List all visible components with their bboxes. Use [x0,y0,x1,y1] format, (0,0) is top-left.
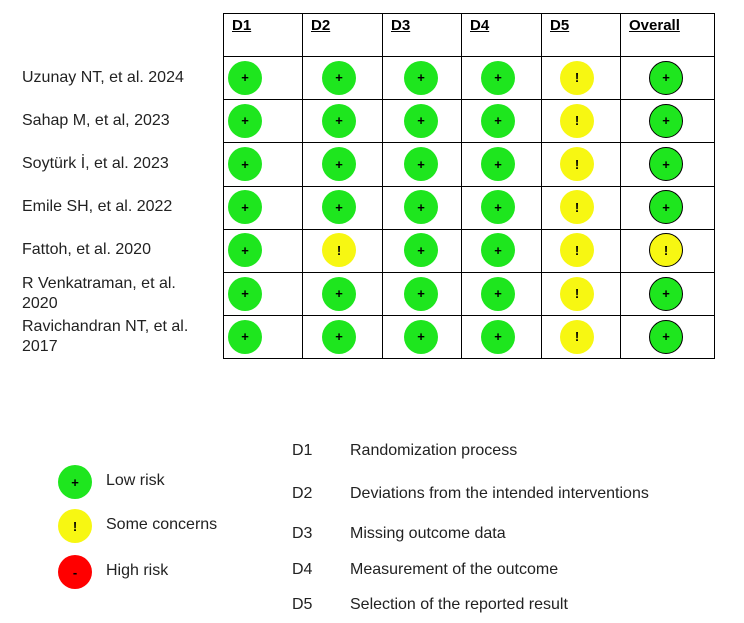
judgement-dot: + [404,190,438,225]
legend-label: High risk [106,562,169,579]
study-label: Fattoh, et al. 2020 [22,241,151,259]
judgement-dot: + [322,147,356,181]
judgement-dot: + [322,319,356,354]
judgement-dot: + [481,147,515,181]
judgement-dot: ! [649,233,683,268]
judgement-dot: + [481,60,515,95]
judgement-dot: + [649,103,683,138]
domain-description: Randomization process [350,442,518,459]
column-header: D1 [232,17,252,34]
study-label: Uzunay NT, et al. 2024 [22,68,184,86]
judgement-dot: + [228,319,262,354]
legend-label: Some concerns [106,516,218,533]
judgement-dot: + [404,60,438,95]
study-label: Soytürk İ, et al. 2023 [22,154,169,172]
judgement-dot: + [228,103,262,138]
judgement-dot: ! [560,276,594,311]
judgement-dot: + [404,147,438,181]
judgement-dot: + [649,60,683,95]
domain-description: Missing outcome data [350,525,506,542]
judgement-dot: + [322,103,356,138]
domain-code: D2 [292,485,313,502]
judgement-dot: + [649,276,683,311]
domain-description: Selection of the reported result [350,596,568,613]
judgement-dot: + [481,103,515,138]
domain-description: Deviations from the intended interventio… [350,485,649,502]
domain-description: Measurement of the outcome [350,561,559,578]
domain-code: D5 [292,596,313,613]
column-header: Overall [629,17,680,34]
judgement-dot: + [404,276,438,311]
study-label: Ravichandran NT, et al. 2017 [22,317,189,355]
judgement-dot: ! [560,233,594,268]
study-label: Emile SH, et al. 2022 [22,198,173,216]
judgement-dot: ! [560,103,594,138]
judgement-dot: + [228,276,262,311]
judgement-dot: + [649,147,683,181]
judgement-dot: + [228,233,262,268]
judgement-dot: ! [560,190,594,225]
domain-code: D1 [292,442,313,459]
column-header: D2 [311,17,331,34]
judgement-dot: + [404,233,438,268]
domain-code: D3 [292,525,313,542]
study-label: R Venkatraman, et al. 2020 [22,274,176,312]
legend-dot: ! [58,509,92,543]
legend-dot: - [58,555,92,589]
judgement-dot: + [404,103,438,138]
column-header: D4 [470,17,490,34]
judgement-dot: + [649,319,683,354]
judgement-dot: + [228,190,262,225]
legend-label: Low risk [106,472,165,489]
judgement-dot: ! [560,60,594,95]
judgement-dot: ! [560,319,594,354]
table-cell [620,315,715,360]
judgement-dot: + [228,60,262,95]
column-header: D3 [391,17,411,34]
domain-code: D4 [292,561,313,578]
judgement-dot: + [481,190,515,225]
column-header: D5 [550,17,570,34]
legend-dot: + [58,465,92,499]
judgement-dot: + [481,319,515,354]
study-label: Sahap M, et al, 2023 [22,111,170,129]
judgement-dot: + [228,147,262,181]
judgement-dot: + [649,190,683,225]
judgement-dot: ! [322,233,356,268]
judgement-dot: + [322,276,356,311]
judgement-dot: ! [560,147,594,181]
judgement-dot: + [404,319,438,354]
judgement-dot: + [322,60,356,95]
judgement-dot: + [481,233,515,268]
judgement-dot: + [322,190,356,225]
judgement-dot: + [481,276,515,311]
